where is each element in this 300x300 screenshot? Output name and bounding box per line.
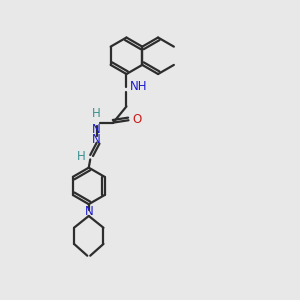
Text: NH: NH [130, 80, 148, 93]
Text: H: H [92, 107, 101, 120]
Text: H: H [77, 150, 86, 163]
Text: N: N [92, 133, 101, 146]
Text: N: N [92, 123, 101, 136]
Text: O: O [132, 113, 141, 127]
Text: N: N [84, 205, 93, 218]
